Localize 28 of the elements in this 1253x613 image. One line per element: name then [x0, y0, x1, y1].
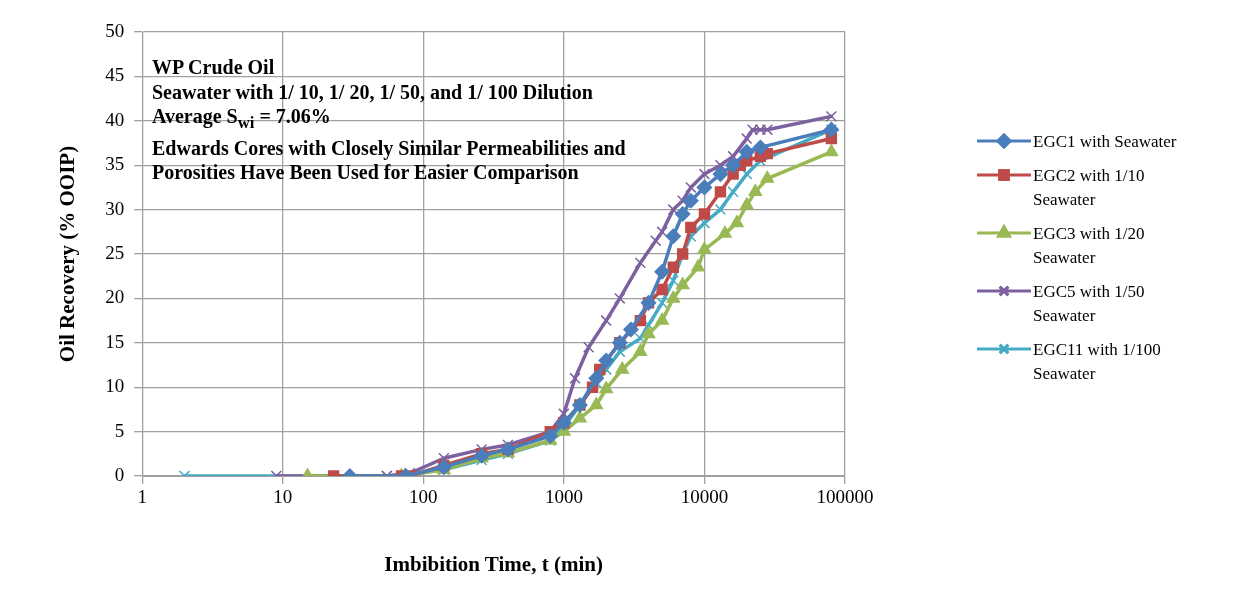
- y-tick-label: 0: [114, 463, 125, 485]
- y-tick-label: 45: [105, 64, 125, 86]
- y-tick-label: 50: [105, 19, 125, 41]
- x-tick-label: 10: [273, 486, 293, 508]
- x-tick-label: 1: [137, 486, 147, 508]
- y-tick-label: 20: [105, 286, 125, 308]
- y-tick-label: 25: [105, 241, 125, 263]
- x-tick-label: 100: [409, 486, 438, 508]
- annotation: Edwards Cores with Closely Similar Permeabilities and Porosities Have Been Used for Easier Comparison: [152, 135, 627, 185]
- annotation: Seawater with 1/ 10, 1/ 20, 1/ 50, and 1/ 100 Dilution: [152, 79, 594, 105]
- y-tick-label: 10: [105, 375, 125, 397]
- y-tick-label: 5: [114, 419, 125, 441]
- legend-label: EGC11 with 1/100 Seawater: [1033, 339, 1162, 385]
- annotation: Average S$_{wi}$ = 7.06%: [152, 104, 332, 135]
- y-tick-label: 30: [105, 197, 125, 219]
- legend-label: EGC3 with 1/20 Seawater: [1033, 223, 1146, 269]
- y-tick-label: 35: [105, 153, 125, 175]
- x-tick-label: 1000: [544, 486, 583, 508]
- annotation: WP Crude Oil: [152, 55, 276, 80]
- x-tick-label: 100000: [816, 486, 874, 508]
- y-tick-label: 40: [105, 108, 125, 130]
- x-tick-label: 10000: [680, 486, 729, 508]
- y-axis-title: Oil Recovery (% OOIP): [55, 145, 80, 363]
- legend-label: EGC5 with 1/50 Seawater: [1033, 281, 1146, 327]
- x-axis-title: Imbibition Time, t (min): [384, 551, 603, 576]
- y-tick-label: 15: [105, 330, 125, 352]
- legend-label: EGC2 with 1/10 Seawater: [1033, 165, 1146, 211]
- legend-label: EGC1 with Seawater: [1033, 131, 1177, 153]
